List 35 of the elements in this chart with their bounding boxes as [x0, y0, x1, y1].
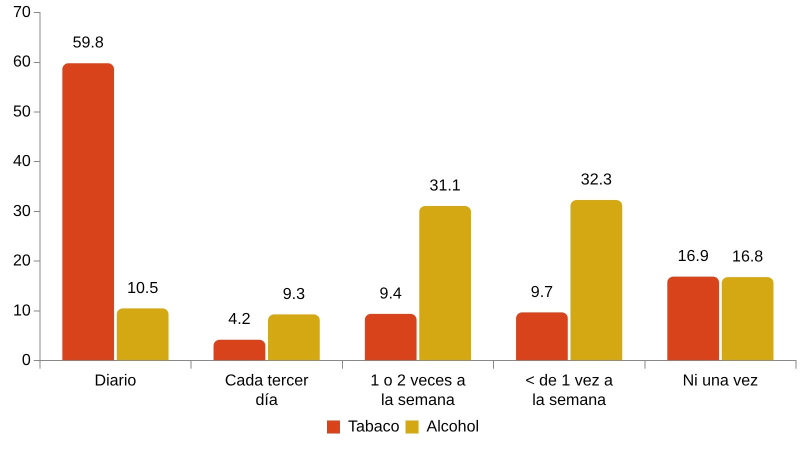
data-label: 31.1: [430, 177, 461, 194]
x-tick-label: Cada tercer día: [224, 372, 310, 409]
bar: [722, 277, 774, 360]
y-tick-label: 60: [13, 54, 31, 71]
data-label: 16.9: [678, 248, 709, 265]
data-label: 9.4: [380, 285, 402, 302]
data-label: 4.2: [228, 311, 251, 328]
data-label: 9.7: [530, 284, 554, 301]
y-tick-label: 0: [22, 352, 31, 370]
bar: [214, 340, 266, 360]
bar: [268, 314, 320, 360]
y-tick-label: 20: [13, 252, 31, 270]
legend-label: Alcohol: [426, 418, 480, 436]
y-tick-label: 10: [13, 302, 31, 320]
bar: [364, 314, 417, 360]
data-label: 32.3: [580, 171, 612, 188]
y-tick-label: 30: [13, 202, 31, 220]
y-tick-label: 70: [13, 4, 31, 22]
legend-label: Tabaco: [348, 418, 400, 436]
data-label: 59.8: [72, 34, 104, 52]
data-label: 16.8: [732, 248, 764, 266]
bar: [116, 308, 169, 360]
bar: [516, 312, 568, 360]
x-tick-label: Diario: [94, 372, 136, 390]
bar: [667, 276, 720, 360]
data-label: 9.3: [282, 286, 306, 303]
x-tick-label: < de 1 vez a la semana: [525, 372, 614, 409]
y-tick-label: 50: [13, 103, 31, 120]
data-label: 10.5: [127, 280, 158, 297]
bar: [570, 200, 622, 360]
bar: [62, 63, 114, 360]
y-tick-label: 40: [13, 153, 31, 170]
bar: [419, 206, 471, 360]
x-tick-label: 1 o 2 veces a la semana: [370, 372, 466, 409]
x-tick-label: Ni una vez: [682, 372, 758, 390]
